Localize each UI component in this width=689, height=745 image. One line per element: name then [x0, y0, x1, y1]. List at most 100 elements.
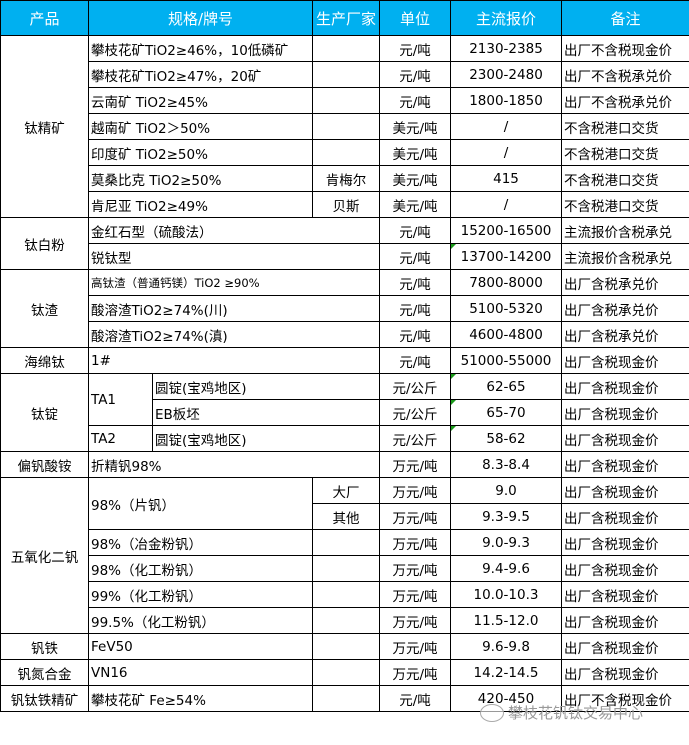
table-row: 钛锭 TA1 圆锭(宝鸡地区) 元/公斤 62-65 出厂含税现金价 [0, 373, 689, 452]
maker-cell [312, 35, 380, 62]
note-cell: 出厂含税现金价 [561, 451, 689, 478]
note-cell: 出厂含税现金价 [561, 425, 689, 452]
note-cell: 主流报价含税承兑 [561, 243, 689, 270]
spec-cell: VN16 [88, 659, 313, 686]
spec-cell: 越南矿 TiO2＞50% [88, 113, 313, 140]
price-cell: 11.5-12.0 [450, 607, 562, 634]
price-value: 11.5-12.0 [473, 612, 539, 629]
note-cell: 出厂含税现金价 [561, 477, 689, 504]
unit-cell: 万元/吨 [379, 503, 451, 530]
note-cell: 主流报价含税承兑 [561, 217, 689, 244]
price-cell: 1800-1850 [450, 87, 562, 114]
spec-cell: 云南矿 TiO2≥45% [88, 87, 313, 114]
maker-cell [312, 61, 380, 88]
spec-cell: 99%（化工粉钒） [88, 581, 313, 608]
spec-cell: 攀枝花矿TiO2≥47%，20矿 [88, 61, 313, 88]
spec-cell: 99.5%（化工粉钒） [88, 607, 313, 634]
unit-cell: 万元/吨 [379, 477, 451, 504]
spec-cell: 酸溶渣TiO2≥74%(川) [88, 295, 380, 322]
maker-cell: 贝斯 [312, 191, 380, 218]
maker-cell [312, 581, 380, 608]
table-row: 莫桑比克 TiO2≥50% 肯梅尔 美元/吨 415 不含税港口交货 [1, 165, 689, 192]
note-cell: 出厂含税现金价 [561, 503, 689, 530]
unit-cell: 美元/吨 [379, 165, 451, 192]
spec-cell: 圆锭(宝鸡地区) [152, 373, 380, 400]
unit-cell: 元/吨 [379, 87, 451, 114]
spec-cell: 98%（化工粉钒） [88, 555, 313, 582]
unit-cell: 元/吨 [379, 61, 451, 88]
price-value: 2130-2385 [469, 40, 543, 57]
spec-cell: 1# [88, 347, 380, 374]
unit-cell: 元/吨 [379, 295, 451, 322]
note-cell: 出厂含税现金价 [561, 633, 689, 660]
note-cell: 出厂含税现金价 [561, 399, 689, 426]
price-value: 9.3-9.5 [482, 508, 530, 525]
product-cell: 钛白粉 [0, 217, 89, 270]
table-row: 其他 万元/吨 9.3-9.5 出厂含税现金价 [1, 503, 689, 530]
spec-cell: 印度矿 TiO2≥50% [88, 139, 313, 166]
price-cell: 10.0-10.3 [450, 581, 562, 608]
maker-cell [312, 113, 380, 140]
header-maker: 生产厂家 [312, 0, 380, 36]
spec-cell: 圆锭(宝鸡地区) [152, 425, 380, 452]
unit-cell: 美元/吨 [379, 191, 451, 218]
table-row: 钛白粉 金红石型（硫酸法） 元/吨 15200-16500 主流报价含税承兑 [0, 217, 689, 270]
price-cell: 9.4-9.6 [450, 555, 562, 582]
table-row: 99.5%（化工粉钒） 万元/吨 11.5-12.0 出厂含税现金价 [1, 607, 689, 634]
comment-flag-icon [451, 426, 456, 431]
price-table: 产品 规格/牌号 生产厂家 单位 主流报价 备注 钛精矿 攀枝花矿TiO2≥46%… [0, 0, 689, 712]
price-value: 9.0-9.3 [482, 534, 530, 551]
price-value: 420-450 [477, 690, 535, 707]
price-value: 8.3-8.4 [482, 456, 530, 473]
table-row: EB板坯 元/公斤 65-70 出厂含税现金价 [1, 399, 689, 426]
note-cell: 出厂不含税现金价 [561, 685, 689, 712]
price-cell: 420-450 [450, 685, 562, 712]
price-value: 13700-14200 [460, 248, 552, 265]
table-row: 钛精矿 攀枝花矿TiO2≥46%，10低磷矿 元/吨 2130-2385 出厂不含税现金… [0, 35, 689, 218]
unit-cell: 万元/吨 [379, 581, 451, 608]
price-value: 62-65 [486, 378, 526, 395]
table-row: 钛渣 高钛渣（普通钙镁）TiO2 ≥90% 元/吨 7800-8000 出厂含税承兑价 [0, 269, 689, 348]
spec-cell: 攀枝花矿 Fe≥54% [88, 685, 313, 712]
price-cell: 5100-5320 [450, 295, 562, 322]
unit-cell: 元/公斤 [379, 373, 451, 400]
table-row: 98%（冶金粉钒） 万元/吨 9.0-9.3 出厂含税现金价 [1, 529, 689, 556]
watermark-text: 攀枝花钒钛交易中心 [508, 704, 644, 722]
note-cell: 出厂含税现金价 [561, 607, 689, 634]
spec-cell: 锐钛型 [88, 243, 380, 270]
table-row: TA2 圆锭(宝鸡地区) 元/公斤 58-62 出厂含税现金价 [1, 425, 689, 452]
note-cell: 出厂含税现金价 [561, 373, 689, 400]
price-cell: 9.0 [450, 477, 562, 504]
unit-cell: 美元/吨 [379, 139, 451, 166]
unit-cell: 元/吨 [379, 243, 451, 270]
product-cell: 钒铁 [0, 633, 89, 660]
maker-cell [312, 529, 380, 556]
table-row: 偏钒酸铵 折精钒98% 万元/吨 8.3-8.4 出厂含税现金价 [0, 451, 689, 478]
unit-cell: 万元/吨 [379, 659, 451, 686]
price-cell: 415 [450, 165, 562, 192]
table-row: 98%（化工粉钒） 万元/吨 9.4-9.6 出厂含税现金价 [1, 555, 689, 582]
price-cell: 4600-4800 [450, 321, 562, 348]
spec-cell: FeV50 [88, 633, 313, 660]
price-value: / [503, 144, 509, 161]
maker-cell [312, 555, 380, 582]
note-cell: 不含税港口交货 [561, 113, 689, 140]
price-cell: 65-70 [450, 399, 562, 426]
price-value: 65-70 [486, 404, 526, 421]
spec-cell: EB板坯 [152, 399, 380, 426]
spec-cell: 高钛渣（普通钙镁）TiO2 ≥90% [88, 269, 380, 296]
table-row: 海绵钛 1# 元/吨 51000-55000 出厂含税现金价 [0, 347, 689, 374]
price-cell: 58-62 [450, 425, 562, 452]
table-row: 锐钛型 元/吨 13700-14200 主流报价含税承兑 [1, 243, 689, 270]
comment-flag-icon [451, 244, 456, 249]
spec-cell: 莫桑比克 TiO2≥50% [88, 165, 313, 192]
unit-cell: 万元/吨 [379, 555, 451, 582]
price-cell: 62-65 [450, 373, 562, 400]
price-value: 1800-1850 [469, 92, 543, 109]
wechat-icon [480, 703, 504, 722]
unit-cell: 元/吨 [379, 685, 451, 712]
price-cell: 9.6-9.8 [450, 633, 562, 660]
grade-cell: TA2 [88, 425, 153, 452]
unit-cell: 万元/吨 [379, 451, 451, 478]
maker-cell [312, 607, 380, 634]
